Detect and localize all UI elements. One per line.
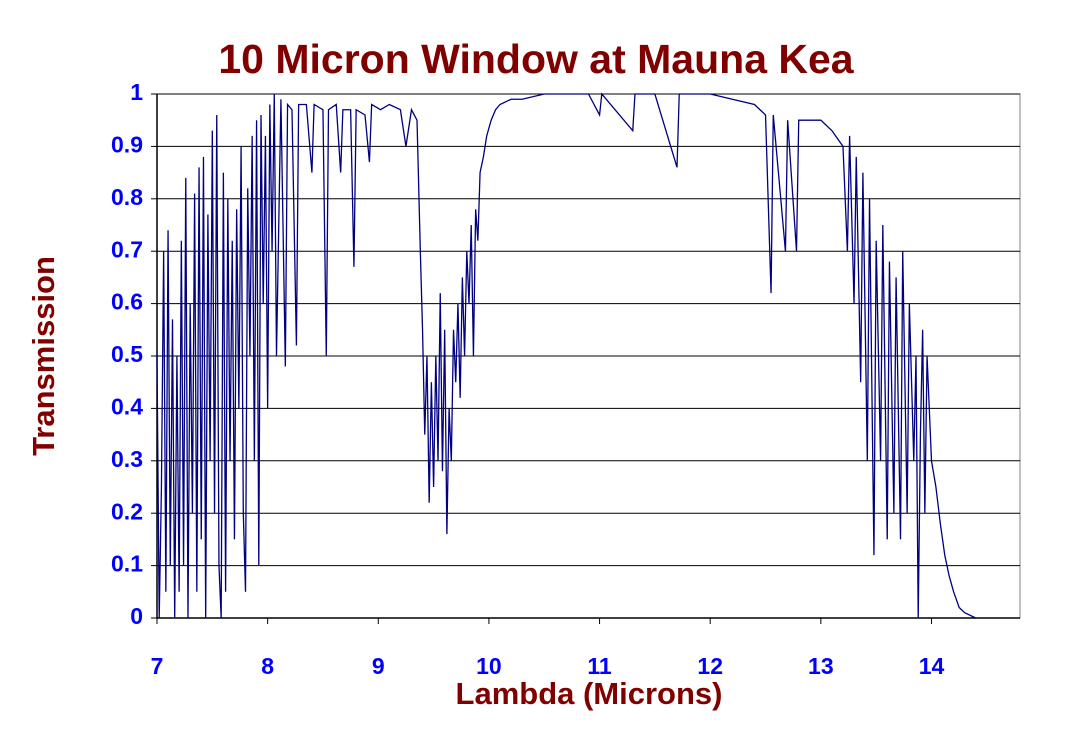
x-tick-label: 13: [808, 653, 834, 679]
x-tick-label: 8: [261, 653, 274, 679]
x-axis-title: Lambda (Microns): [456, 676, 723, 711]
y-tick-label: 0.7: [111, 236, 143, 262]
y-tick-label: 0.9: [111, 131, 143, 157]
y-tick-label: 0.6: [111, 289, 143, 315]
x-tick-label: 9: [372, 653, 385, 679]
x-tick-label: 11: [587, 653, 612, 679]
y-tick-label: 0.8: [111, 184, 143, 210]
y-tick-label: 0: [130, 603, 143, 629]
y-tick-label: 0.5: [111, 341, 143, 367]
chart-title: 10 Micron Window at Mauna Kea: [218, 36, 854, 82]
y-tick-label: 0.4: [111, 393, 143, 419]
x-tick-label: 10: [476, 653, 502, 679]
x-tick-label: 12: [697, 653, 723, 679]
y-axis-title: Transmission: [26, 256, 61, 456]
y-tick-label: 1: [130, 79, 143, 105]
y-tick-label: 0.2: [111, 498, 143, 524]
y-tick-label: 0.1: [111, 551, 143, 577]
x-tick-label: 7: [151, 653, 164, 679]
y-tick-label: 0.3: [111, 446, 143, 472]
x-tick-label: 14: [919, 653, 945, 679]
series-line: [156, 92, 977, 619]
